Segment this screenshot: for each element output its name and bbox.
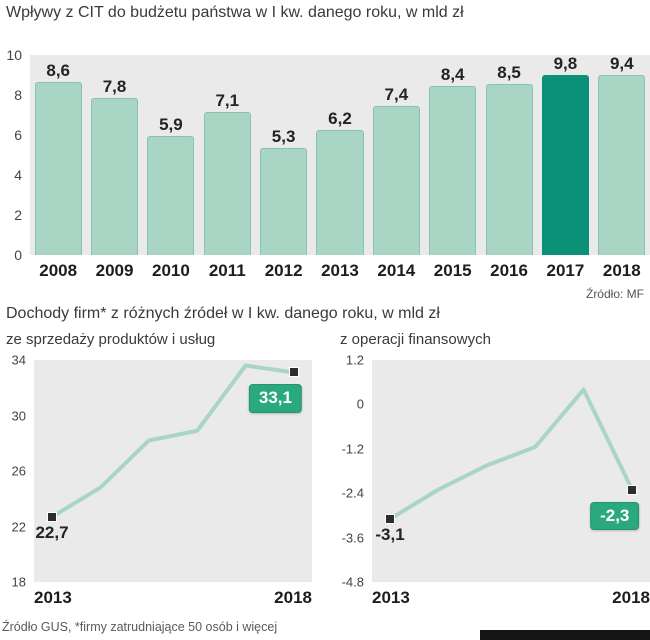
x-axis-label: 2017 bbox=[546, 261, 585, 280]
source-gus-label: Źródło GUS, *firmy zatrudniające 50 osób… bbox=[2, 620, 278, 634]
x-axis-label: 2018 bbox=[602, 261, 641, 280]
bar bbox=[91, 98, 139, 255]
x-axis-label: 2012 bbox=[264, 261, 303, 280]
y-axis-tick: -3.6 bbox=[341, 530, 364, 546]
bar-value-label: 5,3 bbox=[271, 127, 296, 146]
y-axis-tick: 1.2 bbox=[345, 352, 364, 368]
bar bbox=[485, 84, 533, 255]
right-line-plot-area: -3,1 -2,3 bbox=[372, 360, 650, 582]
y-axis-tick: 18 bbox=[11, 574, 26, 590]
end-value-badge: -2,3 bbox=[590, 501, 640, 530]
x-axis-label-end: 2018 bbox=[274, 588, 312, 607]
bar bbox=[147, 136, 195, 255]
x-axis-label-start: 2013 bbox=[372, 588, 410, 607]
x-axis-label: 2009 bbox=[95, 261, 134, 280]
start-point-marker bbox=[47, 511, 57, 522]
bar-column: 7,1 bbox=[199, 55, 255, 255]
y-axis-tick: 6 bbox=[14, 127, 22, 143]
left-line-chart: 34 30 26 22 18 22,7 33,1 bbox=[0, 353, 312, 590]
bar-column: 7,4 bbox=[368, 55, 424, 255]
page-title: Wpływy z CIT do budżetu państwa w I kw. … bbox=[6, 4, 464, 21]
bar bbox=[429, 86, 477, 255]
bar-column: 7,8 bbox=[86, 55, 142, 255]
bar bbox=[260, 148, 308, 255]
bar-chart-xaxis: 2008 2009 2010 2011 2012 2013 2014 2015 2016 2017… bbox=[30, 261, 650, 281]
bar-column: 9,8 bbox=[537, 55, 593, 255]
bottom-black-strip bbox=[480, 630, 650, 640]
line-series bbox=[388, 387, 634, 522]
end-point-marker bbox=[627, 484, 637, 495]
right-line-yaxis: 1.2 0 -1.2 -2.4 -3.6 -4.8 bbox=[338, 353, 372, 590]
bar bbox=[598, 75, 646, 255]
end-point-marker bbox=[289, 367, 299, 378]
y-axis-tick: 34 bbox=[11, 352, 26, 368]
start-value-label: -3,1 bbox=[375, 525, 405, 545]
y-axis-tick: 26 bbox=[11, 463, 26, 479]
x-axis-label: 2011 bbox=[208, 261, 246, 280]
left-line-xaxis: 2013 2018 bbox=[34, 588, 312, 608]
cit-bar-chart: 10 8 6 4 2 0 8,6 7,8 5,9 7,1 5,3 6,2 7,4 8,4 8,5 9,8 9,… bbox=[0, 47, 650, 263]
bar-value-label: 7,1 bbox=[215, 91, 240, 110]
x-axis-label-start: 2013 bbox=[34, 588, 72, 607]
left-line-plot-area: 22,7 33,1 bbox=[34, 360, 312, 582]
bar-value-label: 7,4 bbox=[384, 85, 409, 104]
bar-column: 8,5 bbox=[481, 55, 537, 255]
left-line-chart-title: ze sprzedaży produktów i usług bbox=[6, 331, 216, 348]
y-axis-tick: -4.8 bbox=[341, 574, 364, 590]
y-axis-tick: 10 bbox=[6, 47, 22, 63]
right-line-xaxis: 2013 2018 bbox=[372, 588, 650, 608]
bar-column: 8,4 bbox=[425, 55, 481, 255]
right-line-chart: 1.2 0 -1.2 -2.4 -3.6 -4.8 -3,1 -2,3 bbox=[338, 353, 650, 590]
line-series bbox=[50, 363, 296, 519]
end-value-badge: 33,1 bbox=[248, 384, 302, 413]
bar-value-label: 8,4 bbox=[440, 65, 465, 84]
x-axis-label: 2010 bbox=[151, 261, 190, 280]
section-title: Dochody firm* z różnych źródeł w I kw. d… bbox=[6, 305, 440, 322]
bar-column: 8,6 bbox=[30, 55, 86, 255]
bar bbox=[34, 82, 82, 255]
y-axis-tick: -1.2 bbox=[341, 441, 364, 457]
bar-value-label: 8,5 bbox=[497, 63, 521, 82]
y-axis-tick: 30 bbox=[11, 408, 26, 423]
y-axis-tick: -2.4 bbox=[341, 485, 364, 501]
y-axis-tick: 0 bbox=[14, 247, 22, 263]
source-mf-label: Źródło: MF bbox=[585, 287, 644, 301]
bar bbox=[541, 75, 589, 255]
start-point-marker bbox=[385, 514, 395, 525]
y-axis-tick: 4 bbox=[14, 167, 22, 183]
bar-value-label: 5,9 bbox=[159, 115, 183, 134]
bar-chart-plot-area: 8,6 7,8 5,9 7,1 5,3 6,2 7,4 8,4 8,5 9,8 9,4 bbox=[30, 55, 650, 255]
bar-column: 9,4 bbox=[594, 55, 650, 255]
y-axis-tick: 0 bbox=[356, 396, 364, 412]
bar bbox=[372, 106, 420, 255]
bar-column: 5,9 bbox=[143, 55, 199, 255]
y-axis-tick: 8 bbox=[14, 87, 22, 103]
start-value-label: 22,7 bbox=[35, 522, 69, 542]
left-line-yaxis: 34 30 26 22 18 bbox=[0, 353, 34, 590]
x-axis-label: 2014 bbox=[377, 261, 416, 280]
bar-value-label: 7,8 bbox=[102, 77, 127, 96]
x-axis-label: 2016 bbox=[490, 261, 528, 280]
x-axis-label-end: 2018 bbox=[612, 588, 650, 607]
bar-value-label: 9,4 bbox=[609, 54, 634, 73]
x-axis-label: 2013 bbox=[321, 261, 359, 280]
bar-value-label: 8,6 bbox=[46, 61, 70, 80]
bar bbox=[316, 130, 364, 255]
x-axis-label: 2015 bbox=[433, 261, 472, 280]
x-axis-label: 2008 bbox=[39, 261, 78, 280]
y-axis-tick: 22 bbox=[11, 519, 26, 534]
bar-value-label: 9,8 bbox=[553, 54, 578, 73]
bar bbox=[203, 112, 251, 255]
right-line-chart-title: z operacji finansowych bbox=[340, 331, 491, 348]
bar-chart-yaxis: 10 8 6 4 2 0 bbox=[0, 47, 30, 263]
bar-value-label: 6,2 bbox=[328, 109, 352, 128]
bar-column: 6,2 bbox=[312, 55, 368, 255]
y-axis-tick: 2 bbox=[14, 207, 22, 223]
bar-column: 5,3 bbox=[255, 55, 311, 255]
